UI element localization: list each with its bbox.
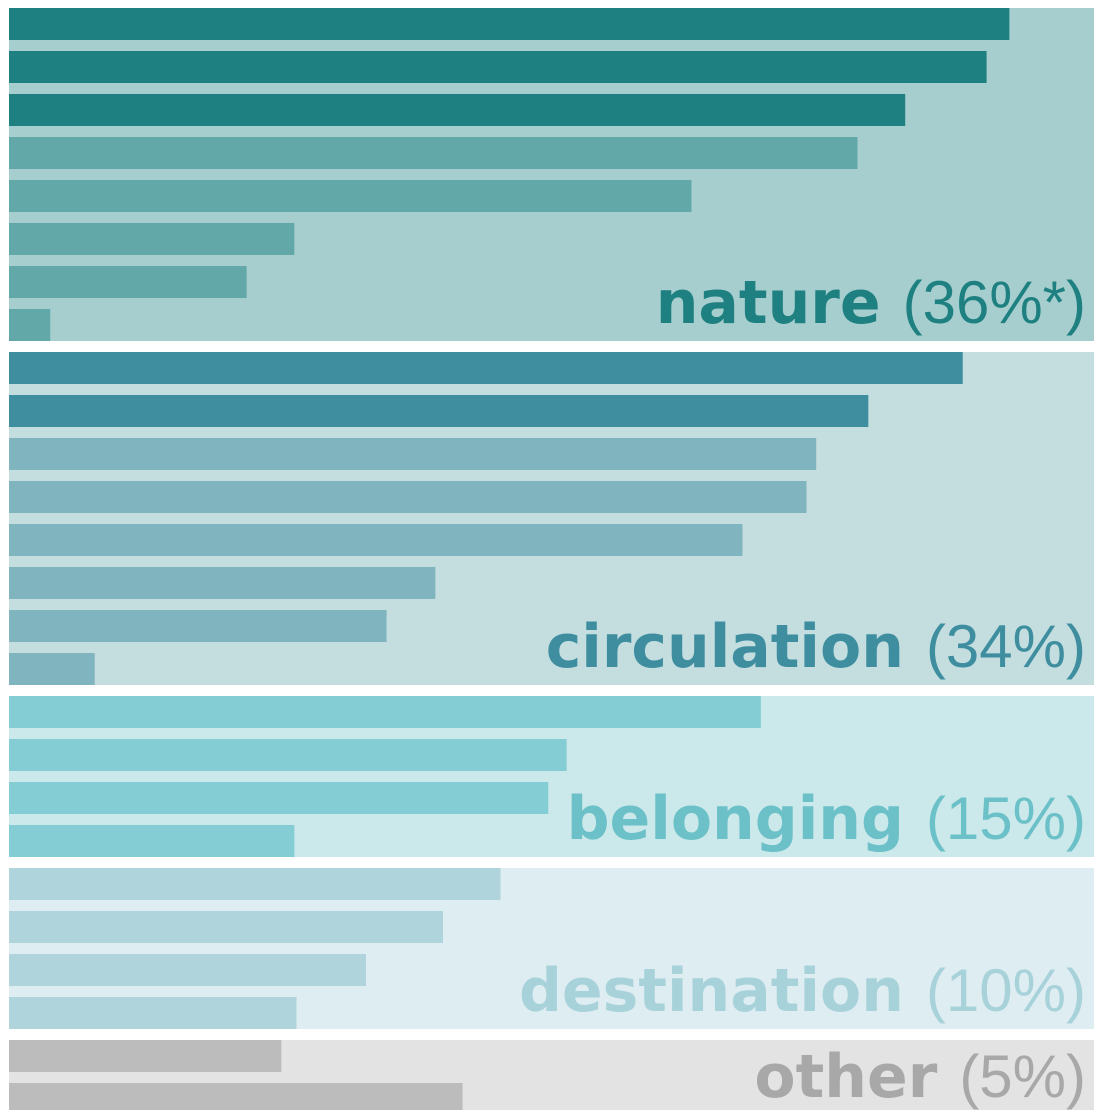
bar <box>9 825 295 857</box>
bar <box>9 180 692 212</box>
group-name: belonging <box>567 784 904 854</box>
bar <box>9 567 436 599</box>
bar <box>9 137 858 169</box>
bar <box>9 739 567 771</box>
group-name: other <box>754 1042 937 1110</box>
group-label: circulation (34%) <box>546 612 1086 682</box>
bar <box>9 911 443 943</box>
bar <box>9 352 963 384</box>
group-share: (36%*) <box>903 269 1086 336</box>
group-name: nature <box>656 268 881 338</box>
bar <box>9 653 95 685</box>
group-label: other (5%) <box>754 1042 1086 1110</box>
group-share: (10%) <box>926 957 1086 1024</box>
group-label: destination (10%) <box>519 956 1086 1026</box>
bar <box>9 1040 282 1072</box>
group-name: destination <box>519 956 904 1026</box>
bar <box>9 868 501 900</box>
bar <box>9 954 366 986</box>
bar <box>9 51 987 83</box>
bar <box>9 1083 463 1110</box>
bar <box>9 696 761 728</box>
bar <box>9 266 247 298</box>
bar <box>9 395 869 427</box>
group-share: (5%) <box>959 1043 1086 1110</box>
bar <box>9 610 387 642</box>
bar <box>9 94 906 126</box>
bar <box>9 782 549 814</box>
bar <box>9 481 807 513</box>
bar <box>9 223 295 255</box>
group-share: (34%) <box>926 613 1086 680</box>
group-name: circulation <box>546 612 904 682</box>
bar <box>9 524 743 556</box>
bar <box>9 438 817 470</box>
group-label: belonging (15%) <box>567 784 1086 854</box>
bar <box>9 8 1010 40</box>
bar <box>9 997 297 1029</box>
group-label: nature (36%*) <box>656 268 1086 338</box>
group-share: (15%) <box>926 785 1086 852</box>
bar <box>9 309 51 341</box>
